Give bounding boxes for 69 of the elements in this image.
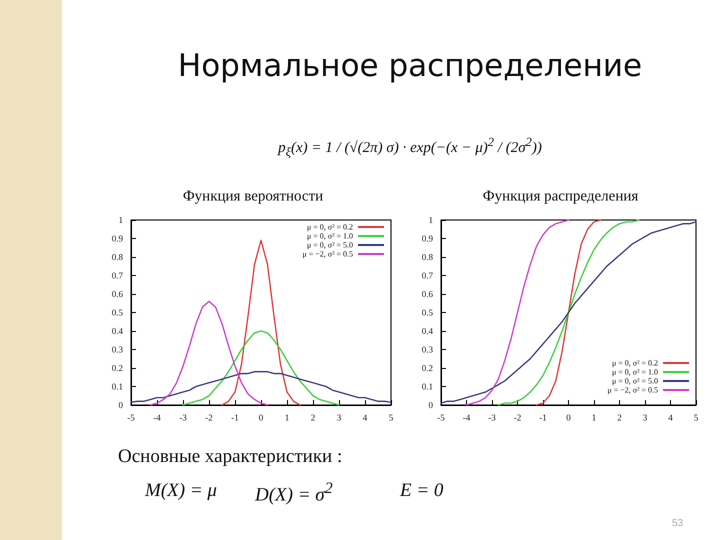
- y-tick-label: 0.5: [112, 308, 124, 318]
- chart-title: Функция распределения: [482, 188, 638, 204]
- y-tick-label: 0.7: [112, 270, 124, 280]
- y-tick-label: 0.1: [112, 382, 123, 392]
- legend-label: μ = 0, σ² = 5.0: [306, 240, 353, 250]
- y-tick-label: 0.8: [422, 252, 434, 262]
- y-tick-label: 0.1: [422, 382, 433, 392]
- x-tick-label: 5: [388, 412, 394, 422]
- text: D(X) = σ$^{2}$: [255, 480, 333, 506]
- x-tick-label: -1: [231, 412, 239, 422]
- y-tick-label: 0.7: [422, 270, 434, 280]
- legend-label: μ = 0, σ² = 1.0: [306, 232, 353, 240]
- x-tick-label: 3: [336, 412, 342, 422]
- legend-label: μ = −2, σ² = 0.5: [607, 386, 658, 394]
- y-tick-label: 0.5: [422, 308, 434, 318]
- y-tick-label: 0: [428, 400, 434, 410]
- x-tick-label: -3: [179, 412, 188, 422]
- text: Основные характеристики :: [118, 446, 342, 468]
- y-tick-label: 0.3: [422, 344, 434, 354]
- y-tick-label: 0.6: [422, 289, 434, 299]
- y-tick-label: 0.2: [112, 363, 123, 373]
- x-tick-label: -4: [153, 412, 162, 422]
- x-tick-label: 1: [284, 412, 290, 422]
- y-tick-label: 0.9: [422, 234, 434, 244]
- x-tick-label: 0: [258, 412, 264, 422]
- text: E = 0: [400, 480, 444, 502]
- line-series: [466, 219, 570, 406]
- text: Нормальное распределение: [176, 48, 644, 84]
- y-tick-label: 1: [428, 215, 433, 225]
- x-tick-label: 0: [566, 412, 572, 422]
- legend-label: μ = 0, σ² = 0.2: [306, 222, 353, 232]
- line-series: [498, 219, 640, 406]
- x-tick-label: 5: [694, 412, 699, 422]
- x-tick-label: -3: [488, 412, 496, 422]
- y-tick-label: 0.4: [422, 326, 434, 336]
- x-tick-label: 2: [617, 412, 622, 422]
- legend-label: μ = 0, σ² = 1.0: [612, 368, 658, 376]
- x-tick-label: -5: [127, 412, 136, 422]
- line-series: [440, 221, 697, 404]
- line-series: [221, 240, 301, 406]
- text: 53: [672, 518, 684, 529]
- x-tick-label: -5: [437, 412, 446, 422]
- y-tick-label: 0.2: [422, 363, 433, 373]
- y-tick-label: 0.6: [112, 289, 124, 299]
- x-tick-label: 2: [310, 412, 316, 422]
- y-tick-label: 0: [118, 400, 124, 410]
- text: M(X) = μ: [145, 480, 217, 502]
- x-tick-label: 4: [668, 412, 674, 422]
- x-tick-label: -4: [462, 412, 471, 422]
- x-tick-label: 4: [362, 412, 368, 422]
- chart-title: Функция вероятности: [182, 188, 324, 204]
- text: p$_{ξ}$(x) = 1 / (√(2π) σ) · exp(−(x − μ)$^{2}$ / (2σ$^{2}$)): [276, 135, 543, 160]
- y-tick-label: 0.9: [112, 234, 124, 244]
- y-tick-label: 1: [118, 215, 123, 225]
- line-series: [182, 330, 340, 406]
- line-series: [130, 371, 392, 403]
- y-tick-label: 0.3: [112, 344, 124, 354]
- legend-label: μ = 0, σ² = 0.2: [612, 358, 658, 368]
- x-tick-label: 1: [592, 412, 596, 422]
- line-series: [150, 300, 268, 406]
- legend-label: μ = −2, σ² = 0.5: [302, 250, 353, 258]
- y-tick-label: 0.4: [112, 326, 124, 336]
- x-tick-label: 3: [642, 412, 648, 422]
- line-series: [536, 219, 602, 406]
- x-tick-label: -2: [205, 412, 213, 422]
- y-tick-label: 0.8: [112, 252, 124, 262]
- x-tick-label: -1: [539, 412, 547, 422]
- x-tick-label: -2: [514, 412, 522, 422]
- legend-label: μ = 0, σ² = 5.0: [612, 376, 658, 386]
